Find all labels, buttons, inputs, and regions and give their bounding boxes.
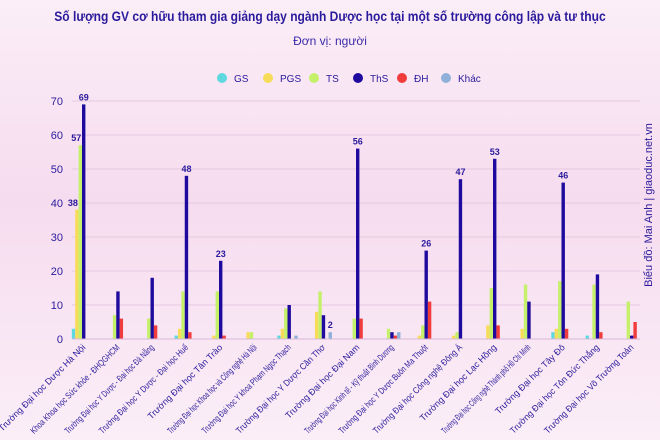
bar-pgs [451,335,456,339]
legend-marker-ts [309,73,319,83]
bar-ths [219,260,223,339]
bar-đh [119,318,124,339]
bar-ts [181,291,185,339]
bar-ts [626,301,630,339]
bar-ts [215,291,219,339]
bar-ts [386,328,391,339]
legend-marker-ths [353,73,363,83]
bar-đh [564,328,569,339]
data-label: 2 [328,320,333,330]
bar-ts [592,284,596,339]
legend-label: PGS [280,74,301,85]
data-label: 23 [216,249,226,259]
bar-ths [82,104,86,340]
data-label: 38 [68,198,78,208]
bar-đh [496,325,500,339]
bar-ths [630,335,634,339]
bar-pgs [246,332,250,339]
legend-label: ThS [370,74,389,85]
data-label: 69 [79,92,89,102]
bar-khác [294,335,298,339]
y-tick-label: 30 [51,232,63,244]
legend-label: TS [326,74,339,85]
bar-ths [527,301,531,339]
bar-đh [153,325,158,339]
data-label: 48 [181,164,191,174]
bar-gs [585,335,589,339]
bar-gs [551,332,555,339]
bar-ts [352,318,356,339]
data-label: 46 [558,171,568,181]
bar-pgs [486,325,490,339]
bar-pgs [314,311,319,339]
bar-ts [112,315,117,339]
bar-đh [188,332,192,339]
legend-marker-đh [397,73,407,83]
bar-ts [78,145,82,339]
bar-ts [147,318,151,339]
bar-ths [116,291,120,339]
bar-ths [287,305,291,339]
data-label: 53 [490,147,500,157]
bar-ts [249,332,254,339]
bar-ts [489,288,493,339]
bar-đh [427,301,432,339]
bar-ts [455,332,459,339]
bar-đh [599,332,603,339]
bar-đh [359,318,363,339]
data-label: 47 [455,167,465,177]
bar-ts [558,281,562,339]
legend-marker-khác [441,73,451,83]
legend-marker-gs [217,73,227,83]
y-tick-label: 50 [51,164,63,176]
bar-pgs [417,335,422,339]
y-tick-label: 20 [51,266,63,278]
bar-ths [390,332,394,339]
y-tick-label: 60 [51,130,63,142]
bar-ths [150,277,154,339]
bar-ts [284,308,288,339]
bar-gs [174,335,178,339]
y-tick-label: 0 [57,334,63,346]
legend-label: GS [234,74,249,85]
bar-ts [421,325,425,339]
legend-label: Khác [458,74,481,85]
bar-ths [561,182,565,339]
bar-ts [318,291,322,339]
bar-khác [397,332,401,339]
bar-ths [595,274,600,339]
legend-label: ĐH [414,74,428,85]
bar-gs [277,335,281,339]
bar-đh [633,322,637,339]
data-label: 26 [421,239,431,249]
bar-khác [328,332,332,339]
bar-pgs [520,328,524,339]
bar-pgs [212,335,216,339]
bar-ths [493,158,497,339]
legend-marker-pgs [263,73,273,83]
y-tick-label: 70 [51,96,63,108]
bar-pgs [280,328,285,339]
bar-pgs [554,328,559,339]
y-tick-label: 40 [51,198,63,210]
bar-ths [424,250,428,339]
y-tick-label: 10 [51,300,63,312]
chart-credit: Biểu đồ: Mai Anh | giaoduc.net.vn [643,123,655,287]
bar-ts [523,284,528,339]
bar-ths [458,179,463,339]
bar-ths [184,175,189,339]
bar-ths [356,148,360,339]
bar-pgs [177,328,182,339]
bar-ths [321,315,326,339]
data-label: 56 [353,137,363,147]
data-label: 57 [71,133,81,143]
chart-subtitle: Đơn vị: người [293,34,367,48]
bar-đh [393,335,398,339]
bar-gs [71,328,76,339]
bar-pgs [75,209,79,339]
chart-title: Số lượng GV cơ hữu tham gia giảng dạy ng… [54,8,606,24]
bar-đh [222,335,226,339]
